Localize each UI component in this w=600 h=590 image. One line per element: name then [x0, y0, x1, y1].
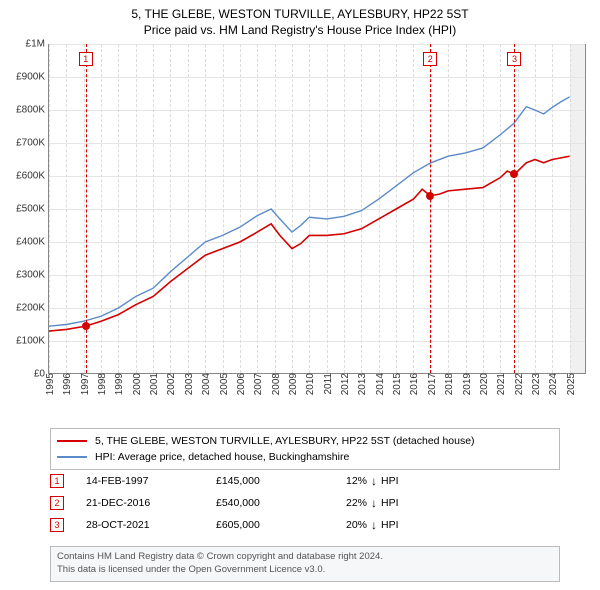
sale-diff-suffix: HPI — [381, 519, 399, 531]
arrow-down-icon: ↓ — [371, 496, 377, 510]
x-tick-label: 2005 — [219, 373, 230, 395]
chart-area: £0 £100K £200K £300K £400K £500K £600K £700K £80… — [6, 44, 594, 422]
x-tick-label: 2001 — [149, 373, 160, 395]
x-tick-label: 2011 — [323, 373, 334, 395]
x-tick-label: 2024 — [548, 373, 559, 395]
sale-diff-suffix: HPI — [381, 497, 399, 509]
x-tick-label: 2004 — [201, 373, 212, 395]
legend-swatch — [57, 456, 87, 458]
y-tick-label: £1M — [26, 39, 45, 50]
sale-marker-dot — [426, 192, 434, 200]
series-hpi — [49, 44, 587, 374]
legend-label: HPI: Average price, detached house, Buck… — [95, 451, 349, 463]
x-tick-label: 2022 — [514, 373, 525, 395]
sale-marker-line — [514, 44, 515, 373]
x-tick-label: 2007 — [253, 373, 264, 395]
sale-price: £605,000 — [216, 519, 346, 531]
x-tick-label: 1999 — [114, 373, 125, 395]
sale-diff: 12% ↓ HPI — [346, 474, 399, 488]
arrow-down-icon: ↓ — [371, 474, 377, 488]
sale-price: £540,000 — [216, 497, 346, 509]
sale-marker-badge: 3 — [507, 52, 521, 66]
x-tick-label: 2019 — [462, 373, 473, 395]
x-tick-label: 2016 — [409, 373, 420, 395]
x-tick-label: 2010 — [305, 373, 316, 395]
x-tick-label: 2002 — [166, 373, 177, 395]
legend-item: 5, THE GLEBE, WESTON TURVILLE, AYLESBURY… — [57, 433, 553, 449]
sale-marker-badge: 1 — [79, 52, 93, 66]
title-line2: Price paid vs. HM Land Registry's House … — [0, 22, 600, 38]
x-tick-label: 1998 — [97, 373, 108, 395]
title-line1: 5, THE GLEBE, WESTON TURVILLE, AYLESBURY… — [0, 6, 600, 22]
x-tick-label: 2025 — [566, 373, 577, 395]
x-tick-label: 2003 — [184, 373, 195, 395]
legend-label: 5, THE GLEBE, WESTON TURVILLE, AYLESBURY… — [95, 435, 475, 447]
sale-date: 14-FEB-1997 — [86, 475, 216, 487]
x-tick-label: 2012 — [340, 373, 351, 395]
y-tick-label: £300K — [16, 270, 45, 281]
sale-marker-dot — [82, 322, 90, 330]
y-tick-label: £100K — [16, 336, 45, 347]
y-tick-label: £800K — [16, 105, 45, 116]
sale-diff-pct: 22% — [346, 497, 367, 509]
legend-box: 5, THE GLEBE, WESTON TURVILLE, AYLESBURY… — [50, 428, 560, 470]
y-tick-label: £400K — [16, 237, 45, 248]
x-tick-label: 2009 — [288, 373, 299, 395]
arrow-down-icon: ↓ — [371, 518, 377, 532]
sale-row: 2 21-DEC-2016£540,00022% ↓ HPI — [50, 492, 560, 514]
sale-diff-pct: 20% — [346, 519, 367, 531]
sale-marker-line — [430, 44, 431, 373]
y-tick-label: £200K — [16, 303, 45, 314]
y-tick-label: £700K — [16, 138, 45, 149]
x-tick-label: 2021 — [496, 373, 507, 395]
x-tick-label: 2017 — [427, 373, 438, 395]
sale-row-badge: 1 — [50, 474, 64, 488]
x-tick-label: 2006 — [236, 373, 247, 395]
x-tick-label: 2014 — [375, 373, 386, 395]
sale-marker-dot — [510, 170, 518, 178]
sale-row-badge: 2 — [50, 496, 64, 510]
x-tick-label: 2018 — [444, 373, 455, 395]
x-tick-label: 1997 — [80, 373, 91, 395]
sale-price: £145,000 — [216, 475, 346, 487]
x-tick-label: 2023 — [531, 373, 542, 395]
sale-date: 28-OCT-2021 — [86, 519, 216, 531]
x-tick-label: 2008 — [271, 373, 282, 395]
sale-diff-pct: 12% — [346, 475, 367, 487]
sale-row-badge: 3 — [50, 518, 64, 532]
y-tick-label: £500K — [16, 204, 45, 215]
y-tick-label: £900K — [16, 72, 45, 83]
y-tick-label: £600K — [16, 171, 45, 182]
sale-diff: 22% ↓ HPI — [346, 496, 399, 510]
x-tick-label: 1996 — [62, 373, 73, 395]
footer-line1: Contains HM Land Registry data © Crown c… — [57, 551, 553, 564]
sale-marker-badge: 2 — [423, 52, 437, 66]
sale-diff: 20% ↓ HPI — [346, 518, 399, 532]
footer-attribution: Contains HM Land Registry data © Crown c… — [50, 546, 560, 582]
sale-row: 3 28-OCT-2021£605,00020% ↓ HPI — [50, 514, 560, 536]
x-tick-label: 2013 — [357, 373, 368, 395]
x-tick-label: 2020 — [479, 373, 490, 395]
x-tick-label: 1995 — [45, 373, 56, 395]
footer-line2: This data is licensed under the Open Gov… — [57, 564, 553, 577]
legend-swatch — [57, 440, 87, 442]
plot-area: £0£100K£200K£300K£400K£500K£600K£700K£80… — [48, 44, 586, 374]
sale-date: 21-DEC-2016 — [86, 497, 216, 509]
x-tick-label: 2000 — [132, 373, 143, 395]
y-tick-label: £0 — [34, 369, 45, 380]
legend-item: HPI: Average price, detached house, Buck… — [57, 449, 553, 465]
sale-row: 1 14-FEB-1997£145,00012% ↓ HPI — [50, 470, 560, 492]
sale-diff-suffix: HPI — [381, 475, 399, 487]
x-tick-label: 2015 — [392, 373, 403, 395]
sales-table: 1 14-FEB-1997£145,00012% ↓ HPI 2 21-DEC-2016£… — [50, 470, 560, 536]
